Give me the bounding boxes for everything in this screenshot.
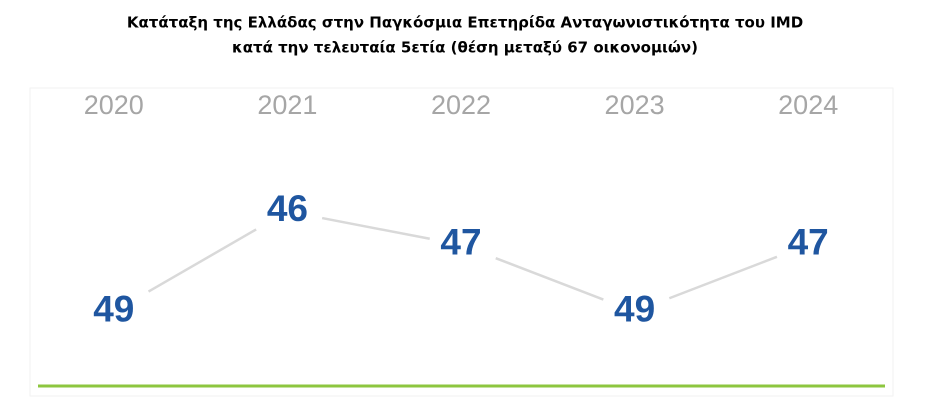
connector — [321, 216, 430, 241]
chart-title: κατά την τελευταία 5ετία (θέση μεταξύ 67… — [232, 39, 698, 57]
year-label: 2022 — [431, 90, 491, 120]
value-label: 49 — [614, 288, 655, 329]
value-label: 47 — [440, 222, 481, 263]
connector — [147, 228, 257, 293]
year-label: 2021 — [257, 90, 317, 120]
year-label: 2020 — [84, 90, 144, 120]
value-label: 49 — [93, 288, 134, 329]
plot-area — [29, 87, 894, 397]
chart-title: Κατάταξη της Ελλάδας στην Παγκόσμια Επετ… — [127, 14, 803, 32]
value-label: 46 — [267, 188, 308, 229]
year-label: 2024 — [778, 90, 838, 120]
connector — [495, 256, 604, 301]
connector — [668, 255, 778, 300]
year-label: 2023 — [605, 90, 665, 120]
value-label: 47 — [788, 222, 829, 263]
